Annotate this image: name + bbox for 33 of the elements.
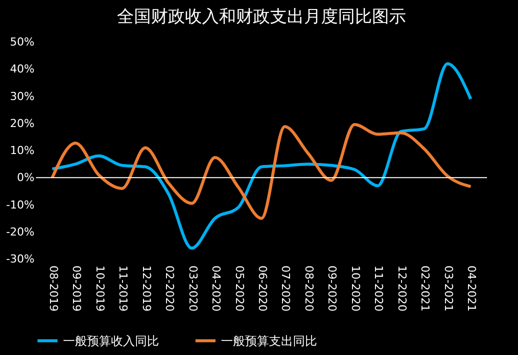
x-tick-label: 02-2020: [163, 266, 176, 312]
y-tick-label: -20%: [6, 225, 34, 238]
x-tick-label: 10-2019: [93, 266, 106, 312]
x-tick-label: 03-2021: [442, 266, 455, 312]
x-tick-label: 08-2019: [46, 266, 60, 312]
x-tick-label: 09-2020: [326, 266, 339, 312]
legend-label: 一般预算收入同比: [63, 334, 159, 348]
x-tick-label: 04-2021: [465, 266, 478, 312]
chart-title: 全国财政收入和财政支出月度同比图示: [117, 7, 406, 27]
x-tick-label: 12-2020: [395, 266, 408, 312]
y-tick-label: 30%: [10, 90, 34, 103]
x-tick-label: 04-2020: [210, 266, 223, 312]
y-tick-label: -10%: [6, 198, 34, 212]
x-tick-label: 03-2020: [186, 266, 200, 312]
y-tick-label: 40%: [10, 62, 34, 76]
line-series: [50, 62, 472, 250]
legend-label: 一般预算支出同比: [221, 334, 317, 348]
x-tick-label: 12-2019: [140, 266, 153, 312]
x-tick-label: 02-2021: [418, 266, 432, 312]
x-tick-label: 06-2020: [256, 266, 269, 312]
x-tick-label: 07-2020: [279, 266, 292, 312]
x-tick-label: 10-2020: [348, 266, 362, 312]
y-tick-label: 10%: [10, 144, 34, 157]
y-tick-label: 20%: [10, 116, 34, 130]
y-tick-label: 50%: [10, 36, 34, 48]
x-tick-label: 11-2019: [116, 266, 130, 312]
x-tick-label: 08-2020: [302, 266, 316, 312]
line-series: [50, 122, 472, 220]
y-tick-label: -30%: [6, 252, 34, 266]
y-tick-label: 0%: [17, 171, 34, 184]
x-tick-label: 05-2020: [232, 266, 246, 312]
x-tick-label: 09-2019: [70, 266, 84, 312]
x-tick-label: 11-2020: [372, 266, 386, 312]
